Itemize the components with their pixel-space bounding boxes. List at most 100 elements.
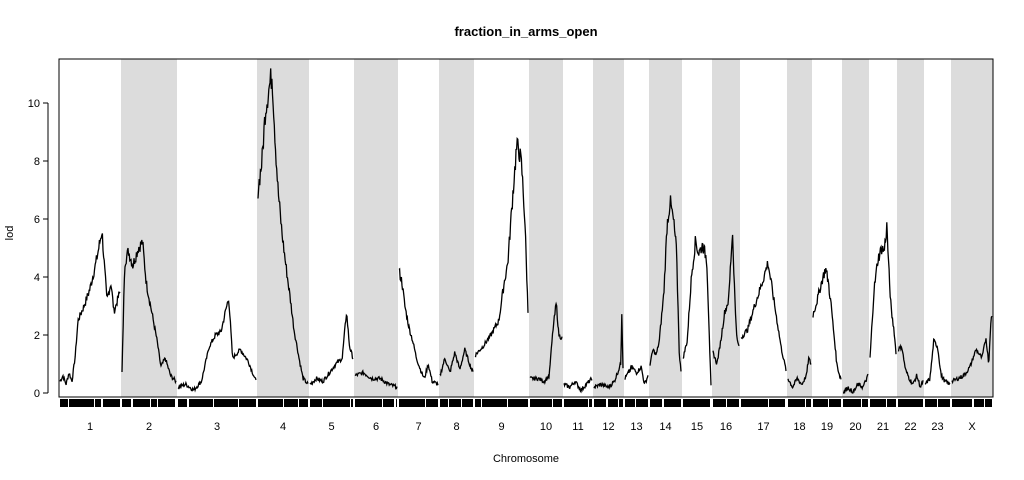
marker-block	[508, 399, 528, 407]
marker-block	[482, 399, 507, 407]
lod-line-chr-12	[593, 314, 624, 390]
marker-block	[284, 399, 298, 407]
lod-line-chr-23	[924, 337, 951, 386]
x-tick-label-21: 21	[877, 421, 889, 433]
chromosome-band-12	[593, 59, 624, 397]
lod-line-chr-21	[869, 222, 897, 358]
lod-line-chr-20	[842, 373, 869, 395]
x-tick-label-16: 16	[720, 421, 732, 433]
marker-block	[133, 399, 150, 407]
chart-title: fraction_in_arms_open	[454, 24, 597, 39]
marker-block	[258, 399, 283, 407]
marker-block	[650, 399, 662, 407]
marker-block	[683, 399, 710, 407]
marker-block	[440, 399, 448, 407]
lod-line-chr-13	[624, 364, 649, 385]
marker-block	[862, 399, 868, 407]
chromosome-band-16	[712, 59, 740, 397]
y-axis: 0 2 4 6 8 10	[28, 98, 49, 400]
y-tick-label: 10	[28, 98, 40, 110]
marker-block	[619, 399, 623, 407]
chromosome-band-6	[354, 59, 398, 397]
marker-block	[69, 399, 94, 407]
marker-block	[530, 399, 552, 407]
x-tick-label-2: 2	[146, 421, 152, 433]
x-tick-label-5: 5	[328, 421, 334, 433]
y-tick-label: 8	[34, 156, 40, 168]
chromosome-band-18	[787, 59, 812, 397]
marker-block	[449, 399, 461, 407]
marker-block	[985, 399, 992, 407]
chromosome-band-2	[121, 59, 177, 397]
lod-line-chr-2	[121, 239, 177, 385]
marker-block	[214, 399, 238, 407]
marker-block	[769, 399, 785, 407]
plot-frame	[58, 58, 994, 398]
marker-block	[351, 399, 353, 407]
chromosome-band-4	[257, 59, 309, 397]
x-tick-label-12: 12	[602, 421, 614, 433]
marker-block	[887, 399, 896, 407]
marker-block	[806, 399, 811, 407]
x-tick-label-23: 23	[931, 421, 943, 433]
lod-line-chr-5	[309, 313, 354, 386]
marker-block	[310, 399, 322, 407]
lod-line-chr-19	[812, 267, 842, 380]
marker-block	[843, 399, 861, 407]
lod-line-chr-11	[563, 376, 593, 394]
marker-block	[60, 399, 68, 407]
lod-line-chr-18	[787, 355, 812, 389]
y-tick-label: 0	[34, 388, 40, 400]
lod-curves	[59, 68, 993, 395]
chromosome-band-22	[897, 59, 924, 397]
marker-block	[396, 399, 397, 407]
marker-block	[103, 399, 120, 407]
lod-line-chr-10	[529, 301, 563, 385]
x-tick-label-10: 10	[540, 421, 552, 433]
marker-block	[299, 399, 308, 407]
x-tick-label-8: 8	[453, 421, 459, 433]
y-tick-label: 6	[34, 214, 40, 226]
x-tick-label-14: 14	[659, 421, 671, 433]
marker-block	[713, 399, 726, 407]
x-tick-label-1: 1	[87, 421, 93, 433]
marker-block	[553, 399, 562, 407]
marker-block	[608, 399, 618, 407]
marker-block	[95, 399, 101, 407]
x-tick-label-11: 11	[572, 421, 583, 433]
marker-block	[664, 399, 681, 407]
marker-block	[158, 399, 175, 407]
marker-block	[829, 399, 841, 407]
marker-block	[813, 399, 828, 407]
y-axis-label: lod	[4, 226, 16, 241]
lod-line-chr-17	[740, 261, 787, 372]
marker-block	[636, 399, 648, 407]
x-tick-label-6: 6	[373, 421, 379, 433]
x-tick-label-22: 22	[904, 421, 916, 433]
marker-block	[399, 399, 425, 407]
marker-block	[925, 399, 937, 407]
x-tick-label-18: 18	[793, 421, 805, 433]
marker-block	[727, 399, 739, 407]
lod-line-chr-16	[712, 234, 740, 365]
marker-block	[898, 399, 923, 407]
marker-block	[974, 399, 984, 407]
lod-line-chr-4	[257, 68, 309, 385]
x-tick-label-19: 19	[821, 421, 833, 433]
lod-line-chr-3	[177, 300, 257, 393]
chromosome-band-14	[649, 59, 682, 397]
marker-block	[426, 399, 438, 407]
chromosome-band-8	[439, 59, 474, 397]
x-tick-label-9: 9	[498, 421, 504, 433]
marker-block	[178, 399, 187, 407]
y-tick-label: 4	[34, 272, 40, 284]
marker-block	[625, 399, 635, 407]
lod-line-chr-8	[439, 347, 474, 377]
x-tick-label-3: 3	[214, 421, 220, 433]
marker-block	[589, 399, 592, 407]
marker-rug	[60, 399, 992, 407]
x-tick-label-7: 7	[415, 421, 421, 433]
lod-line-chr-X	[951, 315, 993, 385]
marker-block	[475, 399, 481, 407]
